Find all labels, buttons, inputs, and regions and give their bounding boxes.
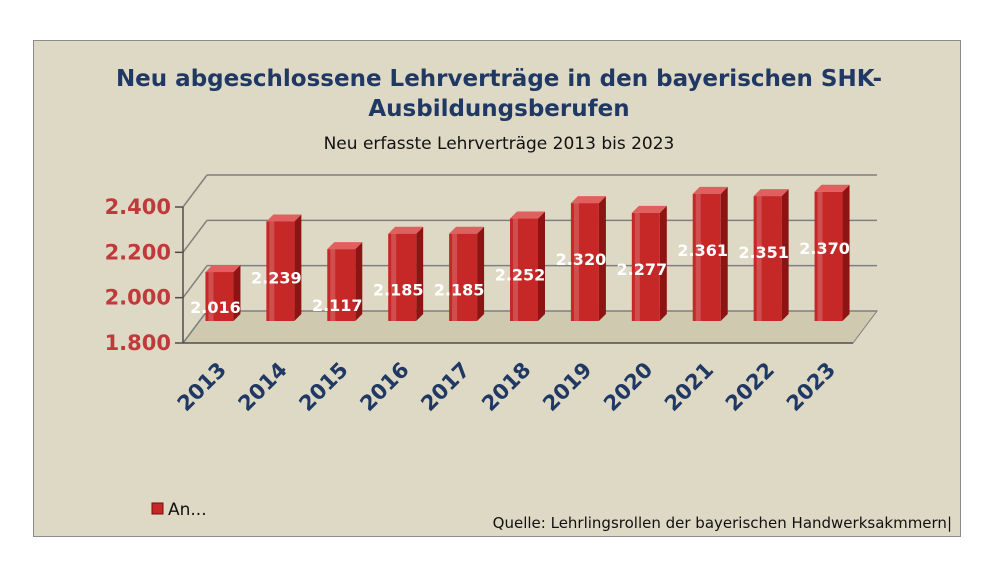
bar-highlight bbox=[634, 212, 640, 321]
x-tick-label: 2022 bbox=[721, 358, 779, 416]
bar-front bbox=[692, 193, 721, 321]
x-tick-label: 2019 bbox=[538, 358, 596, 416]
data-label: 2.361 bbox=[677, 241, 728, 260]
data-label: 2.252 bbox=[495, 266, 546, 285]
bar-highlight bbox=[573, 203, 579, 321]
bar-highlight bbox=[391, 233, 397, 321]
bar-highlight bbox=[756, 196, 762, 321]
bar-highlight bbox=[452, 233, 458, 321]
bar-2014 bbox=[266, 214, 302, 321]
x-tick-label: 2013 bbox=[173, 358, 231, 416]
bar-2023 bbox=[814, 184, 850, 321]
x-tick-label: 2016 bbox=[355, 358, 413, 416]
bar-highlight bbox=[269, 221, 275, 321]
data-label: 2.370 bbox=[799, 239, 850, 258]
y-tick-label: 2.400 bbox=[105, 195, 171, 219]
x-tick-label: 2021 bbox=[660, 358, 718, 416]
chart-title-line-1: Neu abgeschlossene Lehrverträge in den b… bbox=[116, 66, 882, 92]
plot-area: 1.800 2.000 2.200 2.400 2.016 2013 2.239 2014 2.… bbox=[105, 174, 878, 416]
bar-2019 bbox=[570, 196, 606, 321]
bar-side bbox=[416, 226, 424, 321]
bar-top bbox=[692, 186, 728, 194]
data-label: 2.185 bbox=[434, 281, 485, 300]
bar-top bbox=[266, 214, 302, 222]
x-tick-label: 2020 bbox=[599, 358, 657, 416]
bar-2022 bbox=[753, 189, 789, 321]
bar-side bbox=[659, 205, 667, 321]
chart-frame: Neu abgeschlossene Lehrverträge in den b… bbox=[33, 40, 961, 537]
bar-top bbox=[814, 184, 850, 192]
y-tick-label: 2.000 bbox=[105, 286, 171, 310]
bar-side bbox=[781, 189, 789, 321]
bar-front bbox=[205, 272, 234, 321]
data-label: 2.185 bbox=[373, 281, 424, 300]
bar-top bbox=[510, 211, 545, 219]
x-tick-label: 2018 bbox=[477, 358, 535, 416]
y-tick-label: 2.200 bbox=[105, 240, 171, 264]
bar-2021 bbox=[692, 186, 728, 321]
bar-front bbox=[327, 249, 356, 321]
bar-2018 bbox=[510, 211, 545, 321]
chart-subtitle: Neu erfasste Lehrverträge 2013 bis 2023 bbox=[324, 134, 675, 154]
bar-side bbox=[842, 184, 850, 321]
bar-side bbox=[355, 242, 363, 321]
gridline-side bbox=[182, 265, 208, 299]
bar-side bbox=[598, 196, 606, 321]
data-label: 2.277 bbox=[617, 260, 668, 279]
bar-highlight bbox=[208, 272, 214, 321]
bar-front bbox=[388, 233, 417, 321]
gridline-side bbox=[182, 219, 208, 253]
data-label: 2.320 bbox=[556, 250, 607, 269]
bar-2017 bbox=[449, 226, 485, 321]
bar-top bbox=[753, 189, 789, 197]
bar-front bbox=[753, 196, 782, 321]
x-tick-label: 2015 bbox=[295, 358, 353, 416]
bar-2013 bbox=[205, 265, 241, 321]
bar-highlight bbox=[817, 191, 823, 321]
bar-side bbox=[294, 214, 302, 321]
bar-front bbox=[814, 191, 843, 321]
chart-title-line-2: Ausbildungsberufen bbox=[368, 96, 629, 122]
x-tick-label: 2023 bbox=[782, 358, 840, 416]
data-label: 2.016 bbox=[190, 298, 241, 317]
bar-highlight bbox=[330, 249, 336, 321]
bar-2015 bbox=[327, 242, 363, 321]
data-label: 2.351 bbox=[738, 243, 789, 262]
bar-side bbox=[233, 265, 241, 321]
bar-top bbox=[388, 226, 424, 234]
gridline-side bbox=[182, 310, 208, 344]
bar-top bbox=[205, 265, 241, 273]
data-label: 2.239 bbox=[251, 268, 302, 287]
bar-2016 bbox=[388, 226, 424, 321]
bar-chart: Neu abgeschlossene Lehrverträge in den b… bbox=[105, 66, 952, 532]
source-note: Quelle: Lehrlingsrollen der bayerischen … bbox=[493, 514, 952, 532]
bar-front bbox=[570, 203, 599, 321]
bar-top bbox=[449, 226, 485, 234]
legend-swatch bbox=[151, 502, 164, 515]
gridline-side bbox=[182, 174, 208, 208]
bar-side bbox=[538, 211, 545, 321]
bar-front bbox=[510, 218, 538, 321]
x-tick-label: 2014 bbox=[234, 358, 292, 416]
y-tick-label: 1.800 bbox=[105, 331, 171, 355]
bar-2020 bbox=[631, 205, 667, 321]
bar-highlight bbox=[695, 193, 701, 321]
data-label: 2.117 bbox=[312, 296, 363, 315]
bar-highlight bbox=[513, 218, 518, 321]
bar-front bbox=[266, 221, 295, 321]
legend-label: An... bbox=[168, 500, 207, 520]
bar-side bbox=[720, 186, 728, 321]
bar-top bbox=[631, 205, 667, 213]
bar-front bbox=[631, 212, 660, 321]
x-tick-label: 2017 bbox=[416, 358, 474, 416]
bar-front bbox=[449, 233, 478, 321]
bar-side bbox=[477, 226, 485, 321]
bar-top bbox=[570, 196, 606, 204]
bar-top bbox=[327, 242, 363, 250]
